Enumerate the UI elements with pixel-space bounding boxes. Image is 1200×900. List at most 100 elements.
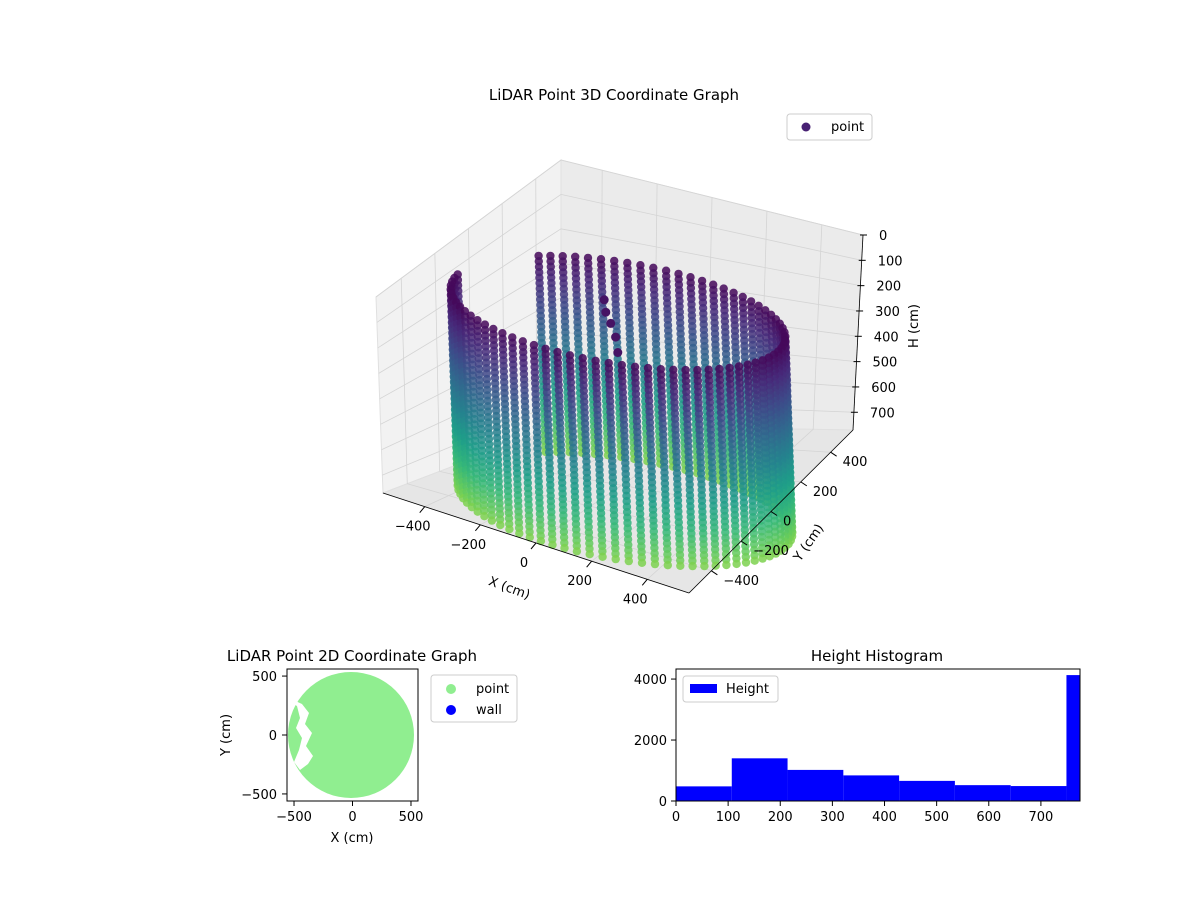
plot-frame-hist — [675, 668, 1081, 802]
x-tick-label: 400 — [623, 592, 648, 607]
z-axis-ticks: 0 100 200 300 400 500 600 700 — [850, 229, 903, 421]
x-tick-label: 500 — [399, 810, 424, 825]
histogram-bar — [731, 758, 788, 801]
data-point — [496, 520, 505, 530]
chart-2d-title: LiDAR Point 2D Coordinate Graph — [227, 647, 477, 665]
x-tick-label: −500 — [276, 810, 312, 825]
x-axis-ticks: −400 −200 0 200 400 — [395, 506, 648, 607]
x-tick-label: 200 — [567, 574, 592, 589]
y-tick-label: 400 — [843, 455, 868, 470]
histogram-bar — [1010, 786, 1067, 801]
x-axis-ticks-hist: 0 100 200 300 400 500 600 700 — [672, 801, 1053, 825]
y-tick-label: −400 — [723, 574, 759, 589]
y-tick-label: 0 — [783, 515, 791, 530]
legend-2d: point wall — [430, 674, 518, 723]
x-axis-ticks-2d: −500 0 500 — [276, 801, 423, 825]
data-point — [480, 512, 489, 521]
z-tick-label: 400 — [874, 330, 899, 345]
histogram-bar — [787, 769, 844, 801]
histogram-bar — [843, 775, 900, 801]
legend-3d: point — [786, 113, 873, 141]
data-point — [765, 552, 774, 561]
plot-area-2d — [287, 672, 414, 798]
histogram-bar — [954, 785, 1011, 801]
data-point — [505, 525, 514, 534]
legend-hist-swatch — [690, 684, 717, 693]
chart-3d: LiDAR Point 3D Coordinate Graph −400 −200… — [375, 86, 922, 607]
y-tick — [740, 540, 748, 546]
data-point — [598, 552, 607, 561]
data-point — [663, 561, 672, 570]
point-cloud — [446, 251, 797, 571]
x-tick-label: 300 — [820, 810, 845, 825]
z-tick-label: 700 — [870, 406, 895, 421]
x-tick-label: 700 — [1028, 810, 1053, 825]
data-point — [515, 529, 524, 538]
y-tick-label: 0 — [659, 795, 667, 810]
y-axis-ticks-hist: 0 2000 4000 — [634, 673, 676, 810]
point-gap — [287, 699, 313, 770]
x-tick-label: −200 — [451, 538, 487, 553]
data-point — [650, 559, 660, 569]
histogram-title: Height Histogram — [811, 647, 943, 665]
data-point — [732, 559, 741, 569]
data-point — [637, 558, 647, 567]
data-point — [606, 318, 616, 328]
data-point — [722, 560, 731, 570]
legend-3d-label: point — [831, 120, 864, 135]
data-point — [560, 543, 569, 553]
x-tick-label: −400 — [395, 520, 431, 535]
grid-line — [400, 278, 712, 572]
y-tick-label: −200 — [753, 544, 789, 559]
data-point — [548, 540, 557, 549]
y-tick-label: 2000 — [634, 734, 667, 749]
z-tick-label: 300 — [875, 305, 900, 320]
data-point — [611, 332, 621, 342]
z-tick-label: 0 — [879, 229, 887, 244]
data-point — [688, 561, 697, 571]
legend-hist-label: Height — [726, 682, 769, 697]
legend-2d-wall-marker — [446, 705, 456, 715]
chart-3d-title: LiDAR Point 3D Coordinate Graph — [489, 86, 739, 104]
data-point — [525, 533, 534, 542]
y-tick-label: 4000 — [634, 673, 667, 688]
chart-histogram: Height Histogram 0 100 200 300 400 500 600 700 … — [634, 647, 1081, 825]
data-point — [599, 295, 609, 305]
data-point — [585, 550, 594, 559]
data-point — [711, 561, 720, 570]
data-point — [536, 536, 546, 546]
data-point — [487, 516, 497, 525]
y-tick-label: −500 — [241, 788, 277, 803]
data-point — [572, 547, 582, 556]
x-tick — [530, 542, 537, 550]
data-point — [741, 558, 751, 567]
x-tick — [586, 560, 593, 568]
data-point — [750, 556, 759, 565]
legend-2d-point-marker — [446, 684, 456, 694]
y-tick-label: 0 — [269, 729, 277, 744]
x-tick-label: 0 — [672, 810, 680, 825]
point-disc — [288, 672, 414, 798]
chart-2d: LiDAR Point 2D Coordinate Graph −500 0 500… — [219, 647, 518, 846]
grid-line — [377, 228, 861, 349]
x-tick-label: 0 — [348, 810, 356, 825]
y-axis-ticks-2d: 500 0 −500 — [241, 670, 287, 803]
y-tick — [770, 511, 778, 516]
x-tick — [474, 524, 481, 532]
x-axis-label-2d: X (cm) — [331, 831, 374, 846]
data-point — [758, 554, 767, 563]
legend-hist: Height — [682, 675, 779, 703]
x-tick-label: 600 — [976, 810, 1001, 825]
x-tick-label: 0 — [520, 556, 528, 571]
y-tick-label: 500 — [252, 670, 277, 685]
z-tick-label: 600 — [871, 381, 896, 396]
data-point — [613, 348, 623, 357]
data-point — [624, 556, 633, 566]
histogram-bar — [899, 780, 955, 801]
x-tick-label: 400 — [872, 810, 897, 825]
data-point — [676, 561, 685, 570]
grid-line — [376, 193, 862, 323]
data-point — [611, 554, 620, 564]
y-tick — [800, 481, 808, 487]
